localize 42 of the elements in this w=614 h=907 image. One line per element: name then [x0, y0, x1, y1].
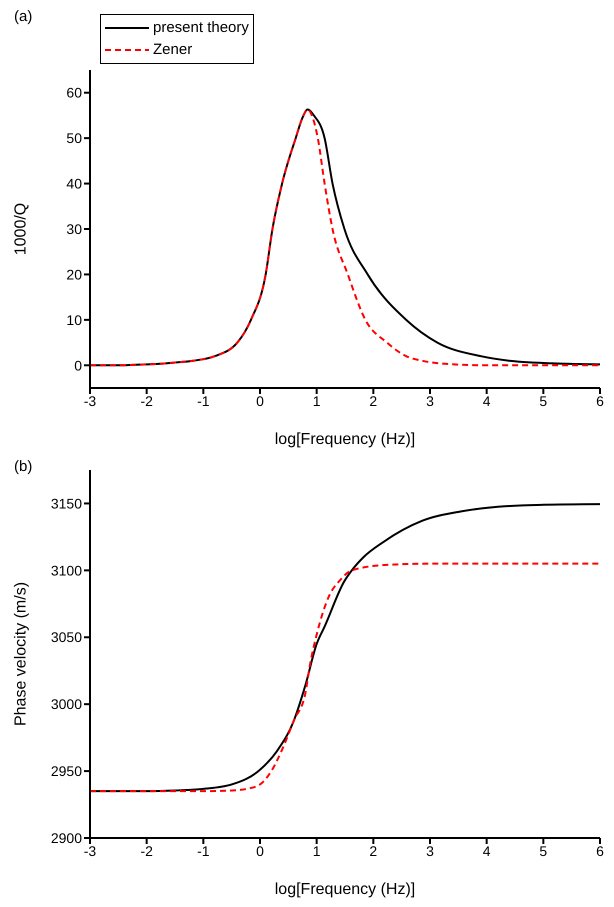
x-tick-label: 5 [539, 842, 548, 859]
x-tick-label: 4 [482, 842, 491, 859]
y-tick-label: 3000 [50, 696, 82, 712]
legend-label: present theory [153, 18, 249, 38]
y-tick-label: 3100 [50, 562, 82, 578]
x-tick-label: 0 [256, 392, 264, 409]
x-tick-label: 3 [426, 842, 434, 859]
x-tick-label: -2 [140, 842, 154, 859]
x-tick-label: -3 [84, 842, 96, 859]
x-tick-label: 2 [369, 842, 378, 859]
y-tick-label: 60 [66, 84, 82, 101]
line-series [90, 562, 600, 792]
y-axis-title: 1000/Q [12, 202, 30, 256]
x-tick-label: 1 [312, 392, 321, 409]
x-tick-label: -1 [197, 842, 210, 859]
y-tick-label: 50 [66, 130, 82, 146]
y-axis-title: Phase velocity (m/s) [12, 582, 30, 726]
x-tick-label: 0 [256, 842, 264, 859]
x-tick-label: 4 [482, 392, 491, 409]
y-tick-label: 40 [66, 176, 82, 192]
x-tick-label: -1 [197, 392, 210, 409]
x-tick-label: 3 [426, 392, 434, 409]
legend-label: Zener [153, 40, 192, 60]
text: (a) [14, 8, 32, 25]
y-tick-label: 10 [66, 312, 82, 328]
y-tick-label: 20 [66, 266, 82, 282]
x-tick-label: 6 [596, 842, 604, 859]
x-axis-title: log[Frequency (Hz)] [274, 431, 416, 448]
x-axis-title: log[Frequency (Hz)] [274, 881, 416, 898]
x-tick-label: 2 [369, 392, 378, 409]
x-tick-label: 6 [596, 392, 604, 409]
x-tick-label: 5 [539, 392, 548, 409]
y-tick-label: 2900 [50, 830, 82, 846]
y-tick-label: 0 [74, 357, 82, 374]
x-tick-label: -3 [84, 392, 96, 409]
y-tick-label: 3150 [50, 495, 82, 512]
x-tick-label: -2 [140, 392, 154, 409]
y-tick-label: 3050 [50, 629, 82, 646]
y-tick-label: 2950 [50, 763, 82, 780]
text: (b) [14, 458, 32, 475]
y-tick-label: 30 [66, 220, 82, 237]
x-tick-label: 1 [312, 842, 321, 859]
